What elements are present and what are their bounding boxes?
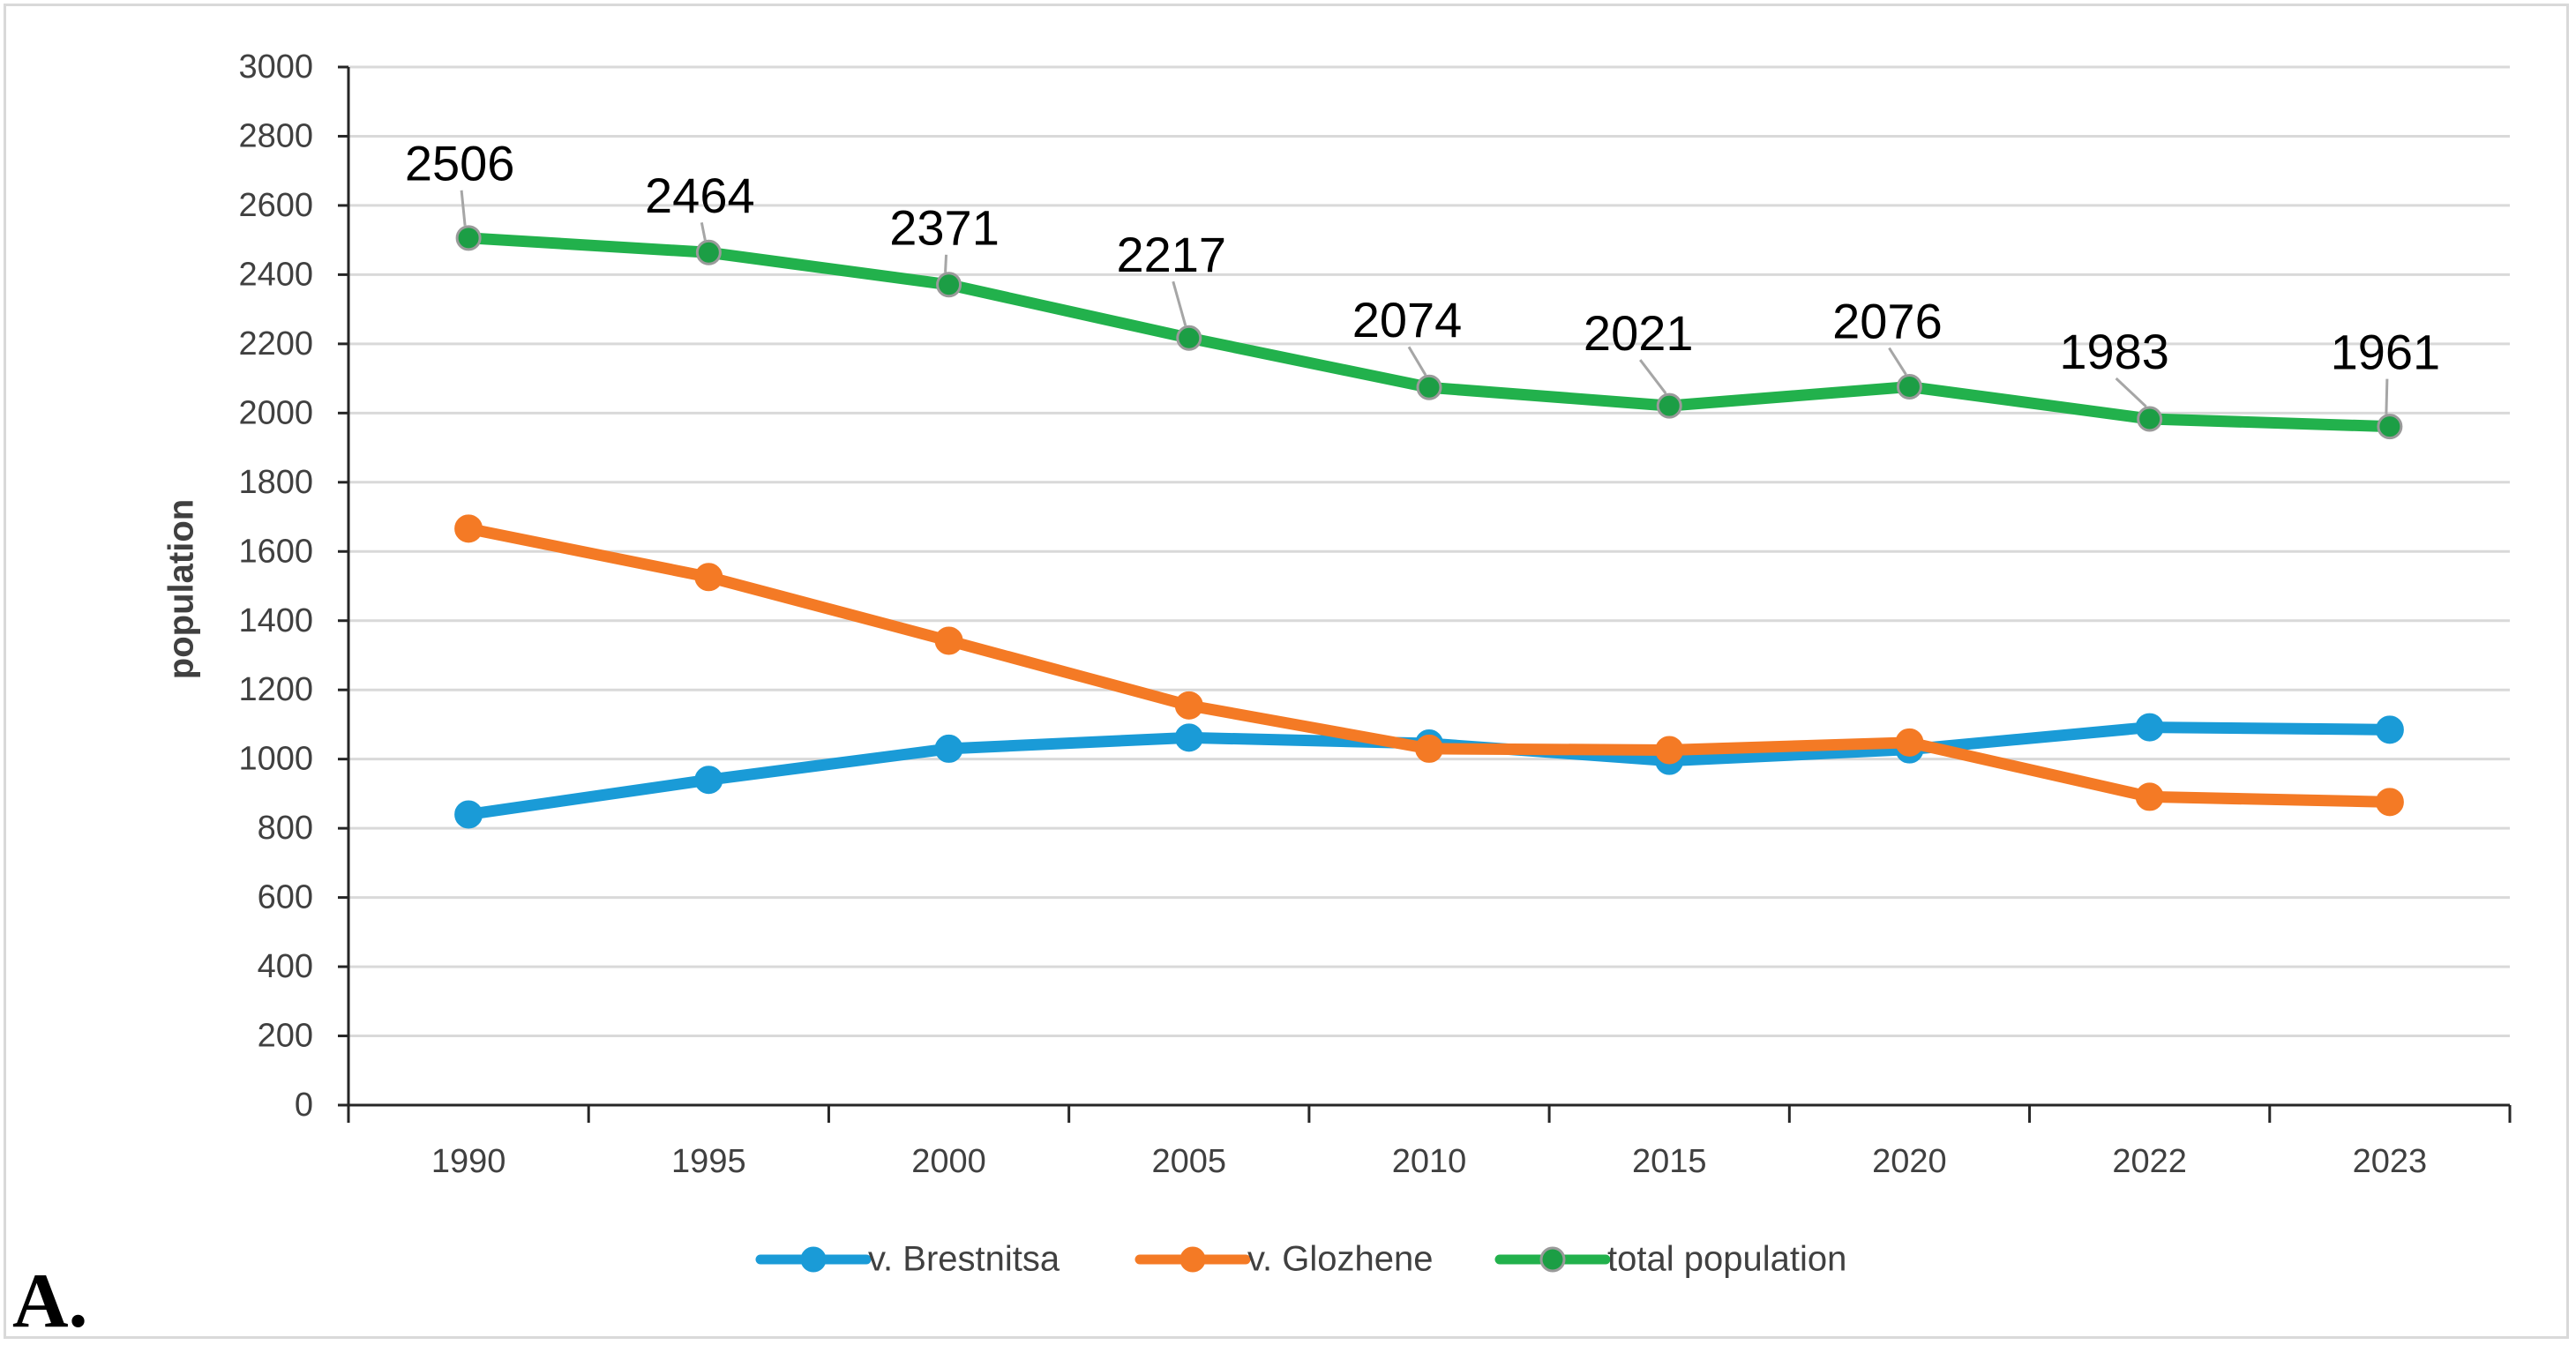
data-point — [1174, 691, 1203, 720]
x-tick-label: 2005 — [1152, 1143, 1227, 1180]
data-point — [1896, 374, 1922, 400]
chart-frame — [4, 4, 2569, 1339]
legend-swatch-marker — [800, 1246, 827, 1273]
y-tick-label: 1400 — [238, 602, 313, 639]
data-label: 2464 — [645, 168, 755, 223]
data-point — [1176, 325, 1202, 351]
data-point — [1174, 723, 1203, 752]
data-point — [454, 514, 483, 543]
legend-swatch-marker — [1539, 1246, 1566, 1273]
data-label: 1961 — [2331, 324, 2441, 379]
data-point — [2135, 782, 2164, 811]
data-label-leader — [460, 190, 467, 226]
y-tick-label: 600 — [258, 879, 313, 916]
y-tick-label: 2600 — [238, 187, 313, 224]
data-point — [695, 239, 722, 265]
data-point — [1416, 374, 1442, 400]
data-point — [2375, 715, 2404, 744]
data-label: 2217 — [1116, 227, 1226, 282]
data-point — [455, 225, 482, 251]
data-point — [934, 734, 963, 763]
data-label-leader — [1639, 359, 1667, 395]
data-label-leader — [700, 221, 707, 241]
data-point — [454, 800, 483, 829]
data-point — [934, 626, 963, 655]
data-point — [1655, 736, 1684, 765]
data-point — [2377, 414, 2403, 440]
x-tick-label: 2020 — [1872, 1143, 1947, 1180]
x-tick-label: 2023 — [2353, 1143, 2428, 1180]
data-point — [694, 766, 723, 795]
y-tick-label: 800 — [258, 810, 313, 847]
x-tick-label: 2022 — [2112, 1143, 2187, 1180]
data-label-leader — [1407, 346, 1427, 377]
x-tick-label: 1990 — [431, 1143, 506, 1180]
data-label: 1983 — [2059, 324, 2169, 379]
y-tick-label: 3000 — [238, 49, 313, 86]
data-label: 2076 — [1832, 293, 1943, 348]
data-label-leader — [944, 254, 948, 273]
data-label: 2021 — [1584, 305, 1694, 361]
data-label-leader — [1888, 347, 1907, 376]
data-label: 2371 — [889, 200, 1000, 256]
data-point — [694, 563, 723, 592]
y-axis-label: population — [161, 498, 201, 680]
x-tick-label: 2010 — [1392, 1143, 1467, 1180]
y-tick-label: 2000 — [238, 394, 313, 431]
data-label: 2074 — [1352, 292, 1463, 347]
y-tick-label: 1600 — [238, 533, 313, 570]
legend-label: v. Brestnitsa — [868, 1240, 1060, 1279]
x-tick-label: 2000 — [911, 1143, 986, 1180]
data-point — [2375, 788, 2404, 817]
y-tick-label: 200 — [258, 1018, 313, 1055]
data-label: 2506 — [405, 136, 515, 191]
panel-label: A. — [12, 1259, 88, 1344]
y-tick-label: 1800 — [238, 464, 313, 501]
data-point — [1895, 728, 1924, 757]
data-label-leader — [2115, 377, 2147, 408]
legend-label: v. Glozhene — [1247, 1240, 1434, 1279]
data-point — [2137, 406, 2163, 432]
y-tick-label: 2400 — [238, 256, 313, 293]
x-tick-label: 2015 — [1632, 1143, 1707, 1180]
y-tick-label: 0 — [295, 1087, 313, 1124]
y-tick-label: 2200 — [238, 325, 313, 362]
y-tick-label: 1000 — [238, 741, 313, 778]
data-point — [936, 272, 962, 298]
data-label-leader — [1172, 280, 1187, 326]
x-tick-label: 1995 — [671, 1143, 746, 1180]
data-point — [2135, 713, 2164, 742]
y-tick-label: 2800 — [238, 117, 313, 154]
legend-swatch-marker — [1179, 1246, 1206, 1273]
y-tick-label: 400 — [258, 948, 313, 985]
data-label-leader — [2385, 378, 2389, 415]
legend-label: total population — [1607, 1240, 1846, 1279]
y-tick-label: 1200 — [238, 671, 313, 708]
data-point — [1415, 734, 1443, 763]
data-point — [1656, 392, 1682, 419]
